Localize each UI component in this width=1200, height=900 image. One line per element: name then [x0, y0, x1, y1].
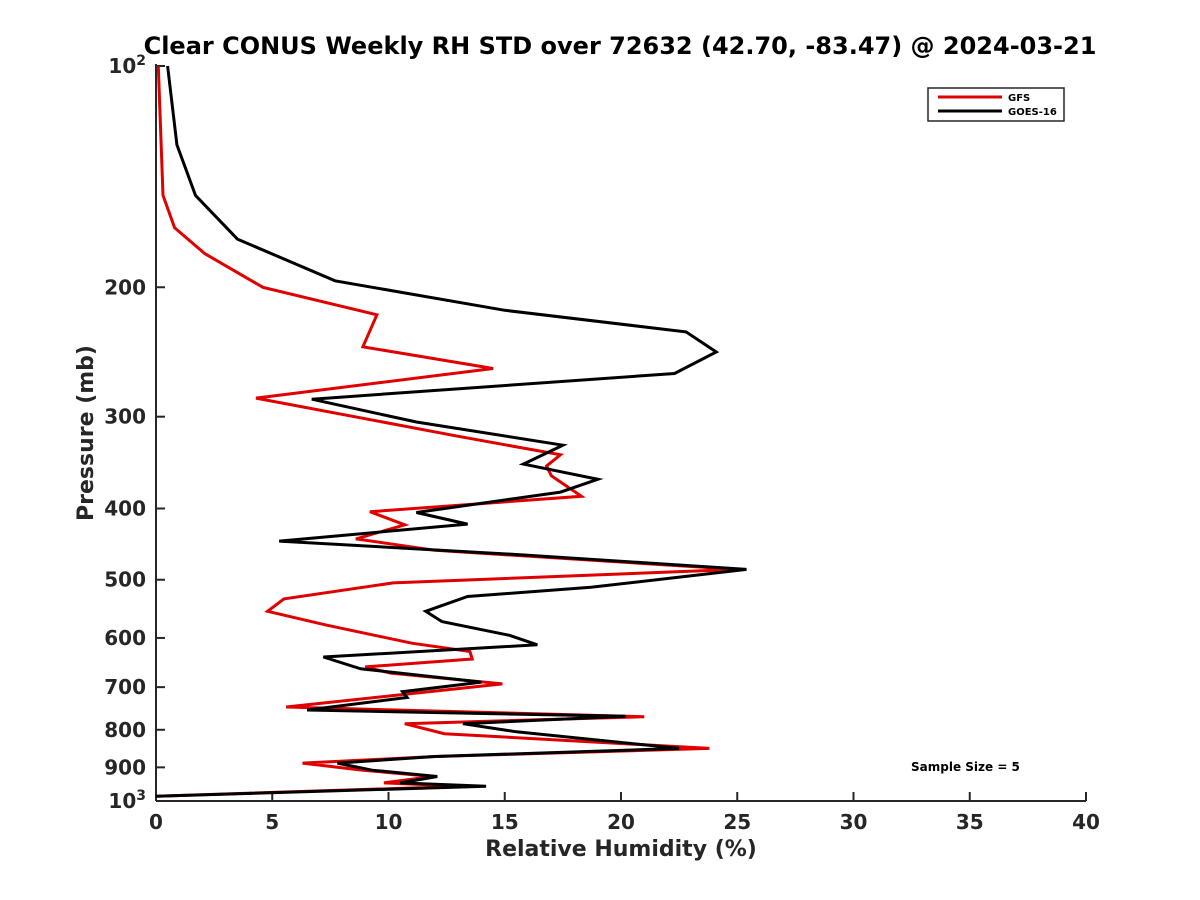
sample-size-annotation: Sample Size = 5 [911, 760, 1020, 774]
x-axis-label: Relative Humidity (%) [485, 837, 757, 862]
legend-box [927, 87, 1065, 122]
y-axis-label: Pressure (mb) [74, 345, 99, 521]
y-tick-label: 200 [104, 275, 146, 299]
x-tick-label: 20 [607, 810, 635, 834]
x-ticks: 0 5 10 15 20 25 30 35 40 [149, 792, 1100, 834]
legend-label-gfs: GFS [1008, 93, 1030, 104]
y-tick-label: 600 [104, 626, 146, 650]
x-tick-label: 5 [265, 810, 279, 834]
y-tick-label: 102 [108, 53, 146, 78]
x-tick-label: 25 [723, 810, 751, 834]
y-tick-label: 500 [104, 568, 146, 592]
legend-label-goes16: GOES-16 [1008, 107, 1057, 118]
x-tick-label: 0 [149, 810, 163, 834]
legend: GFS GOES-16 [927, 87, 1065, 122]
x-tick-label: 10 [375, 810, 403, 834]
y-tick-label: 300 [104, 405, 146, 429]
x-tick-label: 40 [1072, 810, 1100, 834]
y-tick-label: 900 [104, 755, 146, 779]
x-tick-label: 35 [956, 810, 984, 834]
chart-title: Clear CONUS Weekly RH STD over 72632 (42… [144, 32, 1097, 60]
series-line-goes16 [155, 65, 747, 798]
x-tick-label: 30 [840, 810, 868, 834]
y-ticks: 102 200 300 400 500 600 700 800 900 103 [104, 53, 165, 813]
y-tick-label: 800 [104, 718, 146, 742]
series-lines [155, 65, 747, 798]
y-tick-label: 700 [104, 675, 146, 699]
y-tick-label: 400 [104, 497, 146, 521]
x-tick-label: 15 [491, 810, 519, 834]
y-tick-label: 103 [108, 788, 146, 813]
